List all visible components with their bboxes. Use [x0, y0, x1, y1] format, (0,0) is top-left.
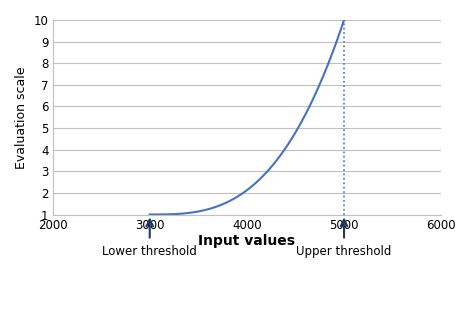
Text: Upper threshold: Upper threshold [296, 245, 392, 258]
X-axis label: Input values: Input values [198, 234, 295, 249]
Text: Lower threshold: Lower threshold [102, 245, 197, 258]
Y-axis label: Evaluation scale: Evaluation scale [15, 66, 28, 168]
